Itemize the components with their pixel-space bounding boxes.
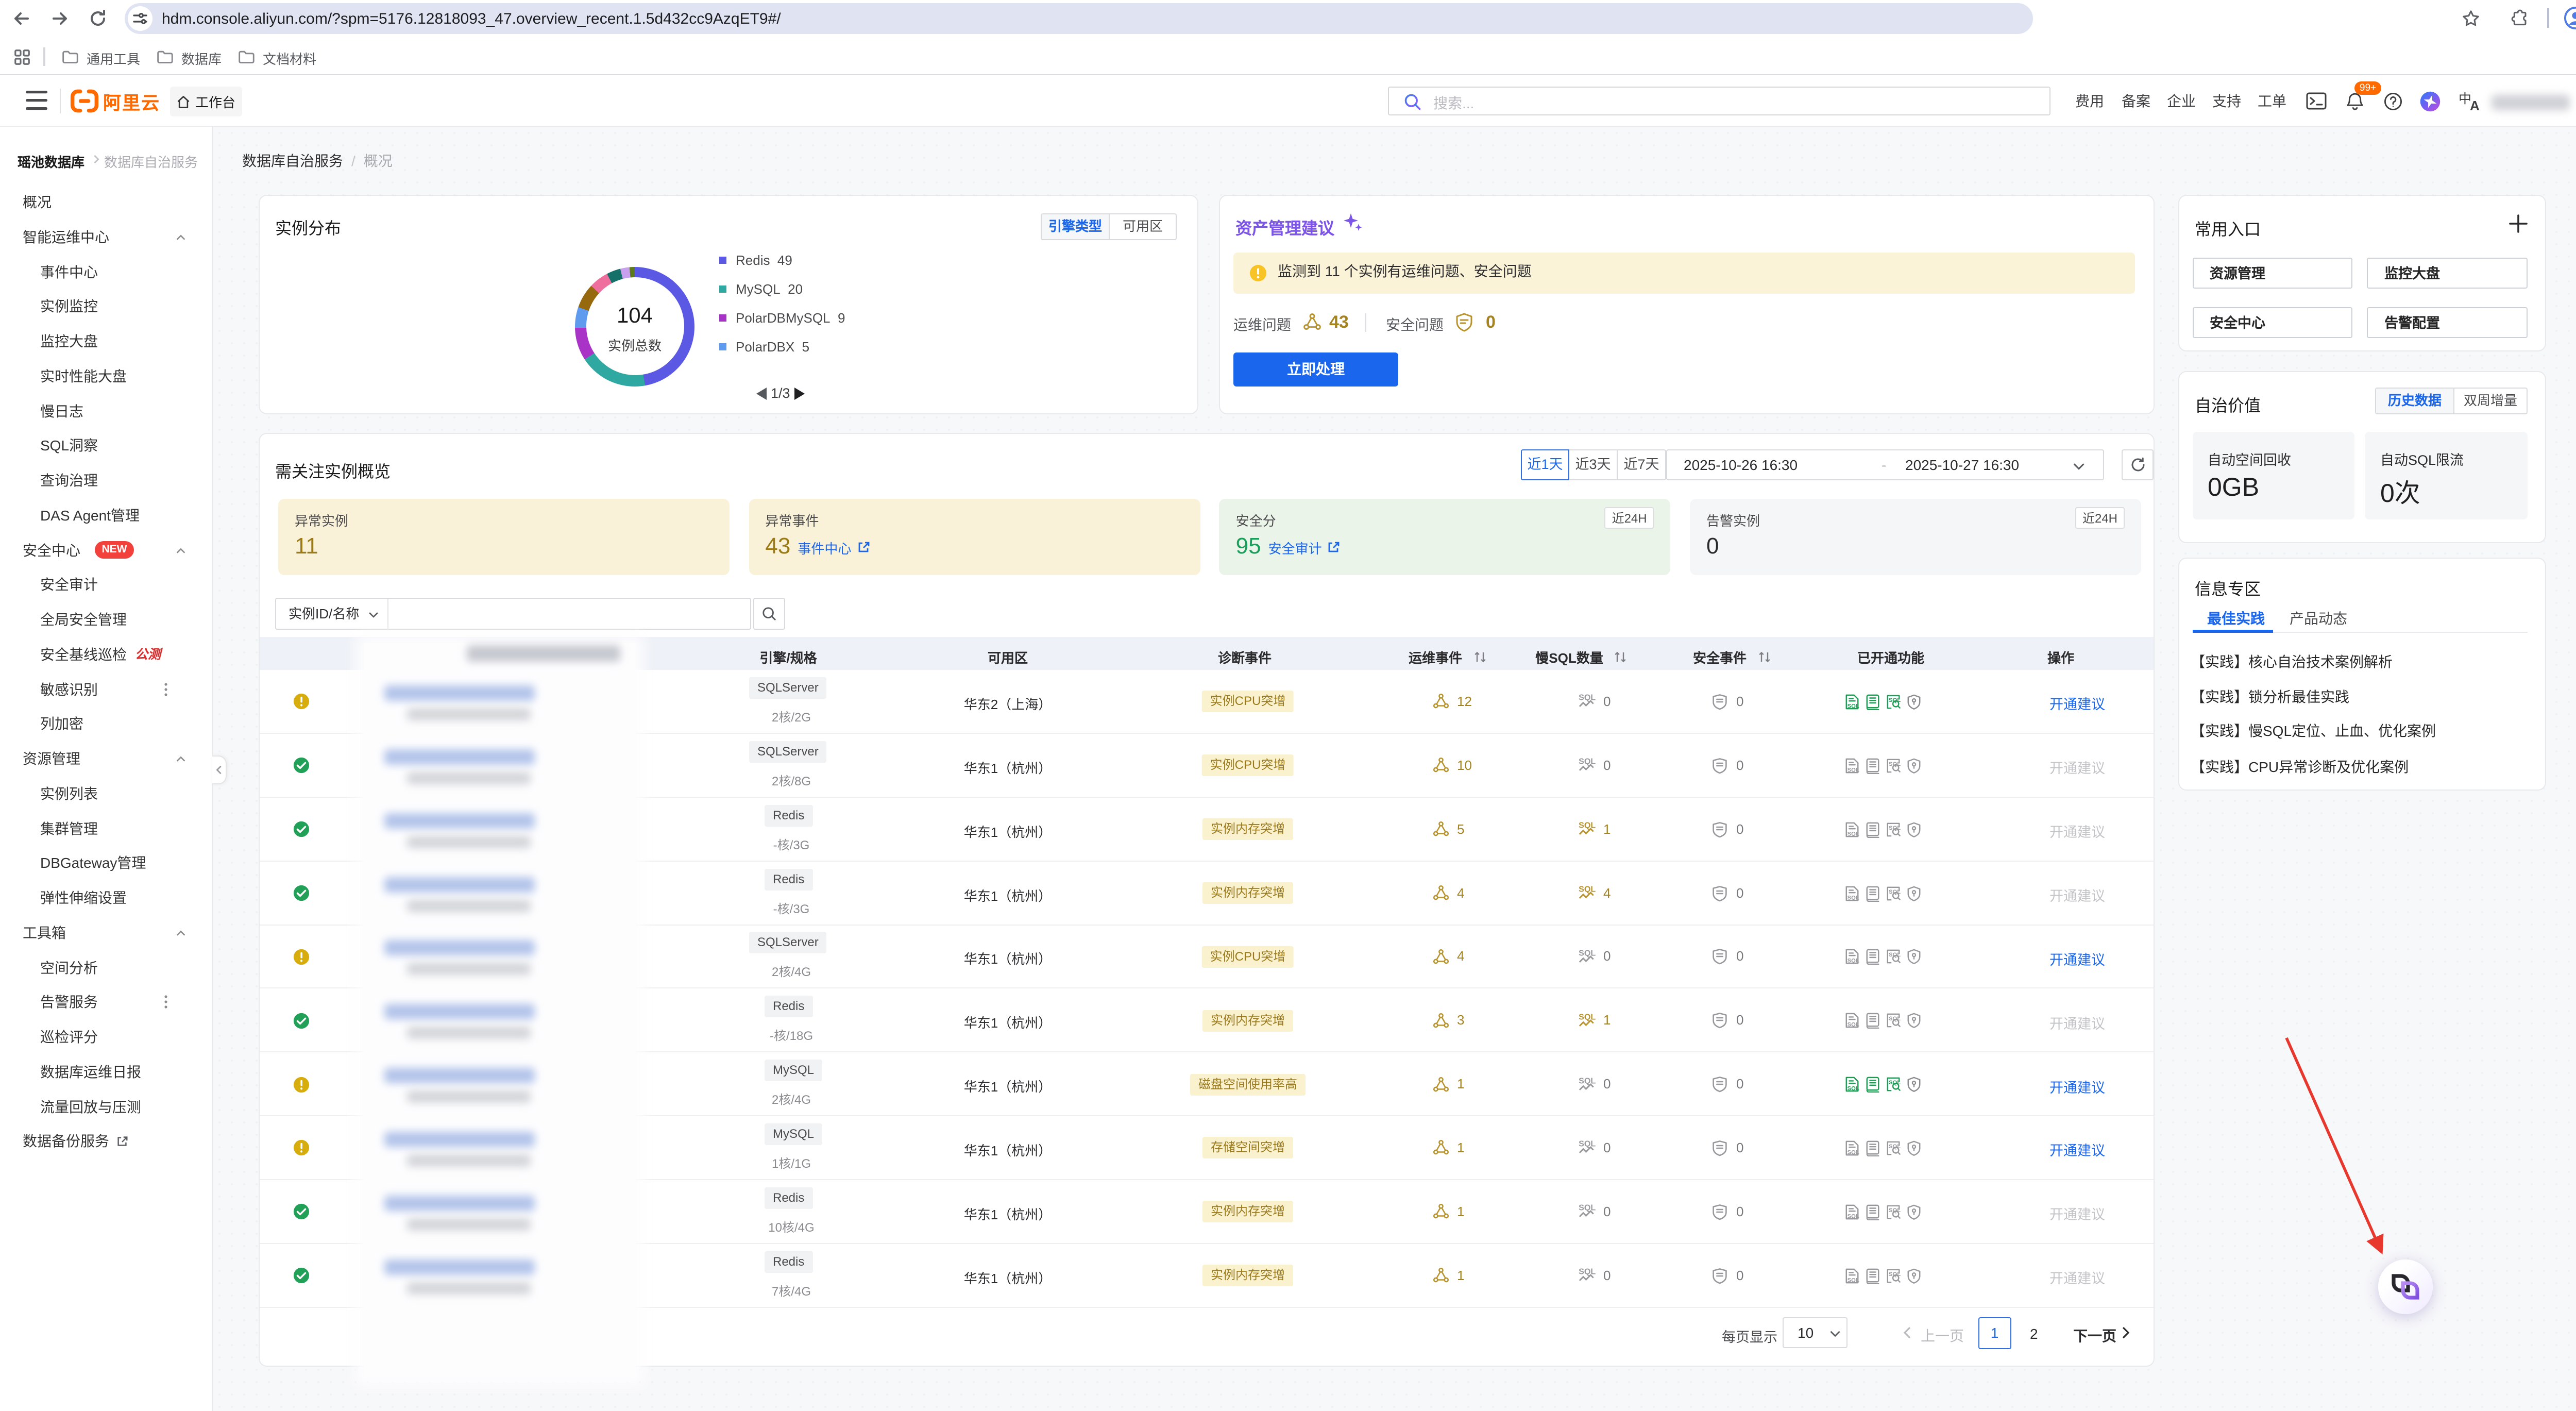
svg-text:SQL: SQL [1848,1149,1859,1155]
svg-text:SQL: SQL [1848,1022,1859,1028]
svg-text:SQL: SQL [1579,1012,1596,1021]
svg-text:SQL: SQL [1579,1267,1596,1276]
svg-text:A: A [2470,98,2480,112]
svg-text:SQL: SQL [1579,757,1596,766]
svg-text:SQL: SQL [1848,830,1859,836]
svg-text:SQL: SQL [1848,703,1859,709]
svg-text:SQL: SQL [1579,884,1596,894]
svg-text:SQL: SQL [1579,1076,1596,1085]
svg-text:SQL: SQL [1848,767,1859,773]
svg-text:SQL: SQL [1579,1139,1596,1149]
svg-text:SQL: SQL [1848,1085,1859,1091]
svg-text:SQL: SQL [1579,1203,1596,1213]
svg-text:SQL: SQL [1579,948,1596,958]
svg-text:SQL: SQL [1579,821,1596,830]
svg-text:SQL: SQL [1848,1213,1859,1219]
svg-text:中: 中 [2459,92,2471,106]
svg-text:SQL: SQL [1848,894,1859,900]
svg-text:SQL: SQL [1848,958,1859,964]
svg-text:SQL: SQL [1579,693,1596,702]
svg-text:SQL: SQL [1848,1276,1859,1283]
